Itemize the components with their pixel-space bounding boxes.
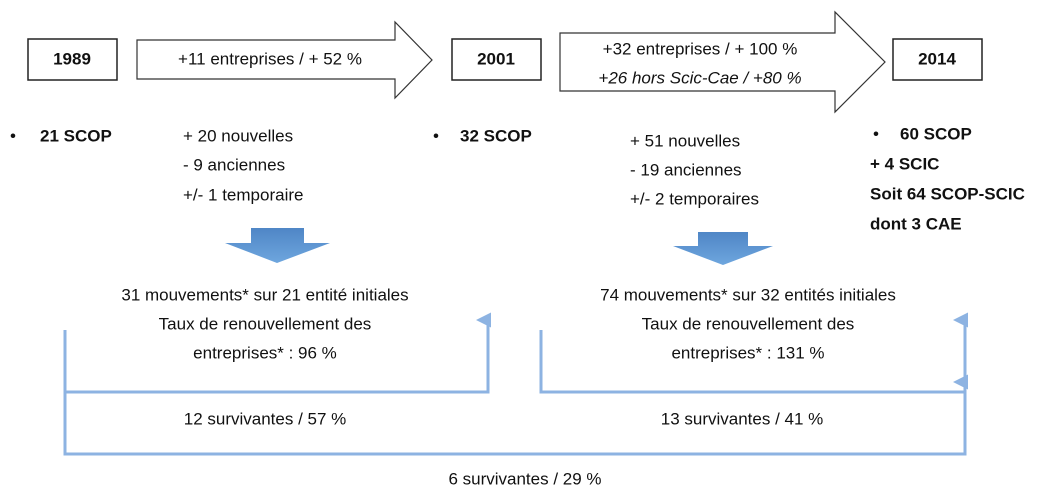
survivors: 12 survivantes / 57 % (184, 409, 347, 428)
down-arrow (225, 228, 330, 263)
change: - 19 anciennes (630, 160, 742, 179)
change: +/- 1 temporaire (183, 185, 303, 204)
summary: 31 mouvements* sur 21 entité initiales (121, 285, 408, 304)
state: 60 SCOP (900, 124, 972, 143)
bracket (63, 374, 968, 456)
change: +/- 2 temporaires (630, 189, 759, 208)
timeline-arrow (136, 20, 433, 100)
year-box (451, 38, 542, 81)
timeline-arrow (559, 10, 886, 114)
summary: Taux de renouvellement des (642, 314, 855, 333)
summary: Taux de renouvellement des (159, 314, 372, 333)
arrow-text: +11 entreprises / + 52 % (178, 49, 362, 68)
arrow-text: +32 entreprises / + 100 % (603, 39, 798, 58)
arrow-text: +26 hors Scic-Cae / +80 % (598, 68, 801, 87)
summary: 74 mouvements* sur 32 entités initiales (600, 285, 896, 304)
state: 32 SCOP (460, 126, 532, 145)
summary: entreprises* : 131 % (671, 343, 824, 362)
change: + 20 nouvelles (183, 126, 293, 145)
summary: entreprises* : 96 % (193, 343, 337, 362)
year-box (27, 38, 118, 81)
change: - 9 anciennes (183, 155, 285, 174)
year: 1989 (53, 49, 91, 68)
down-arrow (673, 232, 773, 265)
survivors: 6 survivantes / 29 % (448, 469, 601, 488)
bullet: • (433, 126, 439, 145)
survivors: 13 survivantes / 41 % (661, 409, 824, 428)
state: + 4 SCIC (870, 154, 939, 173)
state: 21 SCOP (40, 126, 112, 145)
year: 2014 (918, 49, 956, 68)
year: 2001 (477, 49, 515, 68)
bracket (63, 312, 491, 394)
bracket (539, 312, 968, 394)
bullet: • (873, 124, 879, 143)
state: dont 3 CAE (870, 214, 962, 233)
year-box (892, 38, 983, 81)
bullet: • (10, 126, 16, 145)
state: Soit 64 SCOP-SCIC (870, 184, 1025, 203)
change: + 51 nouvelles (630, 131, 740, 150)
